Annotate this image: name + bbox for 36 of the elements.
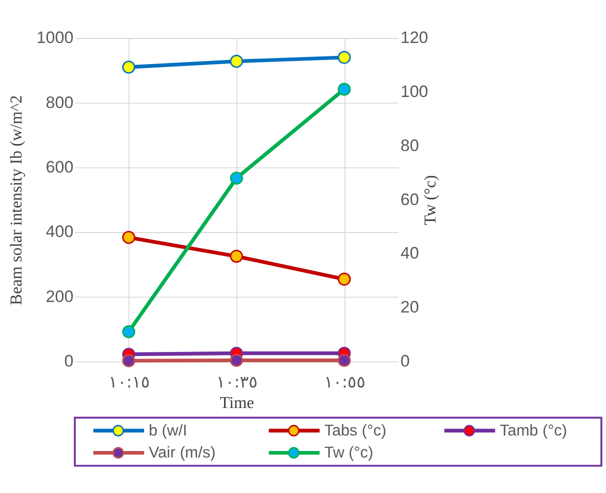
point xyxy=(230,250,244,263)
point xyxy=(122,60,136,74)
legend-label: Vair (m/s) xyxy=(148,444,216,462)
x-tick-label: ١٠:٣٥ xyxy=(216,372,258,392)
legend-label: Tabs (°c) xyxy=(324,422,386,440)
point xyxy=(338,354,351,367)
y-tick-label: 1000 xyxy=(36,28,74,48)
point xyxy=(338,272,351,286)
y-tick-label: 400 xyxy=(46,222,74,242)
x-tick-label: ١٠:١٥ xyxy=(108,372,150,392)
point xyxy=(230,354,244,367)
point xyxy=(122,354,136,368)
x-axis-title: Time xyxy=(220,393,254,412)
y2-axis-title: Tw (°c) xyxy=(420,175,440,226)
y-tick-label: 800 xyxy=(46,92,74,112)
y2-tick-label: 40 xyxy=(400,244,419,263)
y2-tick-label: 100 xyxy=(400,82,428,102)
point xyxy=(230,172,244,185)
point xyxy=(338,82,351,96)
y-tick-label: 600 xyxy=(46,157,74,176)
y2-tick-label: 60 xyxy=(400,190,419,209)
point xyxy=(122,325,136,338)
legend-label: Tamb (°c) xyxy=(500,422,568,440)
legend-label: Tw (°c) xyxy=(324,444,374,462)
y2-tick-label: 20 xyxy=(400,298,419,317)
y2-tick-label: 80 xyxy=(400,136,419,155)
y-tick-label: 200 xyxy=(46,286,74,306)
y-axis-title: Beam solar intensity Ib (w/m^2 xyxy=(6,95,26,306)
y2-tick-label: 0 xyxy=(400,351,410,370)
y-tick-label: 0 xyxy=(64,351,74,370)
point xyxy=(338,50,351,64)
legend-label: b (w/I xyxy=(148,422,188,440)
point xyxy=(230,54,244,68)
x-tick-label: ١٠:٥٥ xyxy=(324,372,366,392)
point xyxy=(122,230,136,244)
y2-tick-label: 120 xyxy=(400,28,428,48)
